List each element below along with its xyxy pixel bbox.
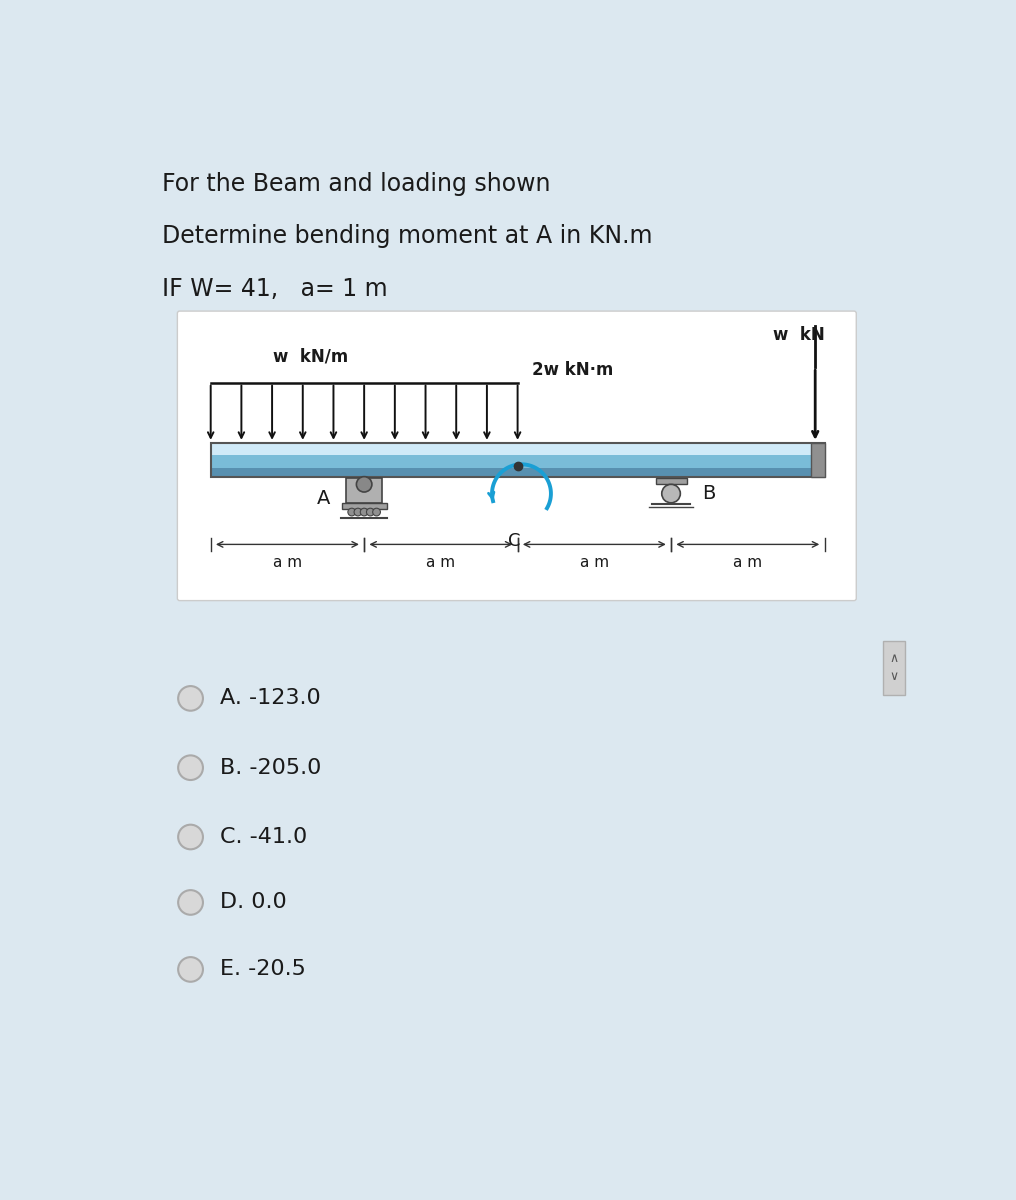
- Circle shape: [354, 509, 362, 516]
- Circle shape: [178, 755, 203, 780]
- Bar: [210, 455, 825, 468]
- Circle shape: [178, 958, 203, 982]
- Bar: [210, 443, 825, 455]
- Circle shape: [178, 890, 203, 914]
- Circle shape: [178, 824, 203, 850]
- Text: B. -205.0: B. -205.0: [220, 757, 321, 778]
- Circle shape: [367, 509, 374, 516]
- Text: w  kN: w kN: [772, 326, 824, 344]
- Text: a m: a m: [734, 556, 762, 570]
- Circle shape: [361, 509, 368, 516]
- Circle shape: [178, 686, 203, 710]
- Text: w  kN/m: w kN/m: [272, 348, 347, 366]
- FancyBboxPatch shape: [178, 311, 856, 601]
- Bar: [811, 443, 825, 476]
- Circle shape: [357, 476, 372, 492]
- Text: A. -123.0: A. -123.0: [220, 689, 321, 708]
- Text: 2w kN·m: 2w kN·m: [531, 361, 613, 379]
- Circle shape: [661, 485, 681, 503]
- Bar: [210, 443, 825, 476]
- Text: IF W= 41,   a= 1 m: IF W= 41, a= 1 m: [162, 277, 387, 301]
- Bar: [341, 503, 387, 509]
- Text: a m: a m: [580, 556, 609, 570]
- Text: ∧: ∧: [890, 652, 899, 665]
- Text: D. 0.0: D. 0.0: [220, 893, 287, 912]
- Text: C: C: [508, 532, 521, 550]
- Text: a m: a m: [273, 556, 302, 570]
- Text: Determine bending moment at A in KN.m: Determine bending moment at A in KN.m: [162, 224, 652, 248]
- Text: C. -41.0: C. -41.0: [220, 827, 307, 847]
- Circle shape: [347, 509, 356, 516]
- Text: B: B: [702, 484, 715, 503]
- Bar: [883, 641, 905, 695]
- Text: A: A: [317, 488, 330, 508]
- Text: E. -20.5: E. -20.5: [220, 960, 306, 979]
- Text: a m: a m: [427, 556, 455, 570]
- Bar: [346, 478, 382, 503]
- Bar: [655, 478, 687, 485]
- Text: ∨: ∨: [890, 671, 899, 683]
- Circle shape: [373, 509, 380, 516]
- Text: For the Beam and loading shown: For the Beam and loading shown: [162, 172, 551, 196]
- Bar: [210, 468, 825, 476]
